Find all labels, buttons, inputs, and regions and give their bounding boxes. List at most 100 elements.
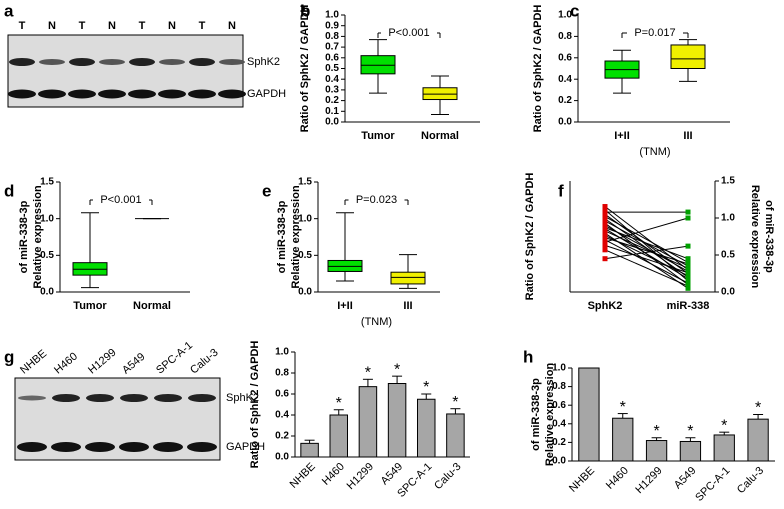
y-tick-label: 0.4 bbox=[275, 410, 289, 421]
x-tick-label: III bbox=[403, 300, 412, 312]
x-tick-label: A549 bbox=[379, 461, 406, 488]
annotation: P<0.001 bbox=[100, 194, 141, 206]
bar bbox=[446, 413, 465, 458]
significance: * bbox=[423, 379, 429, 396]
significance: * bbox=[653, 423, 659, 440]
y-tick-label: 0.8 bbox=[558, 31, 572, 42]
panel-label: f bbox=[558, 181, 564, 200]
x-tick-label: I+II bbox=[614, 130, 630, 142]
bar bbox=[387, 383, 407, 458]
lane-label: Calu-3 bbox=[188, 347, 221, 377]
point bbox=[685, 273, 691, 279]
panel-label: b bbox=[300, 1, 310, 20]
bar bbox=[679, 440, 702, 462]
pair-line bbox=[604, 245, 689, 260]
y-tick-label: 0.5 bbox=[40, 250, 54, 261]
y-tick-label: 0.4 bbox=[558, 74, 572, 85]
pair-line bbox=[604, 216, 689, 263]
lane-label: N bbox=[168, 20, 176, 32]
y-tick-label: 1.5 bbox=[298, 177, 312, 188]
point bbox=[685, 209, 691, 215]
y-tick-label: 0.0 bbox=[552, 456, 566, 467]
significance: * bbox=[687, 423, 693, 440]
y-tick-label: 1.0 bbox=[552, 363, 566, 374]
band bbox=[98, 89, 126, 99]
point bbox=[602, 247, 608, 253]
band bbox=[153, 442, 183, 452]
band bbox=[154, 394, 182, 402]
point bbox=[602, 242, 608, 248]
axis-title: Ratio of SphK2 / GAPDH bbox=[532, 5, 544, 133]
pair-line bbox=[604, 239, 689, 284]
band bbox=[68, 89, 96, 99]
y-tick-label: 0.0 bbox=[275, 452, 289, 463]
pair-line bbox=[604, 249, 689, 287]
annotation: P=0.023 bbox=[356, 194, 397, 206]
band bbox=[158, 89, 186, 99]
band-label: GAPDH bbox=[247, 88, 286, 100]
band bbox=[129, 58, 155, 66]
lane-label: NHBE bbox=[18, 348, 49, 377]
point bbox=[685, 243, 691, 249]
point bbox=[685, 265, 691, 271]
significance: * bbox=[721, 417, 727, 434]
pair-line bbox=[604, 227, 689, 260]
pair-line bbox=[604, 230, 689, 269]
y-tick-label: 1.0 bbox=[325, 10, 339, 21]
band bbox=[188, 394, 216, 402]
y-tick-label: 0.4 bbox=[552, 418, 566, 429]
point bbox=[685, 215, 691, 221]
significance: * bbox=[336, 395, 342, 412]
axis-title: (TNM) bbox=[361, 316, 392, 328]
band bbox=[189, 58, 215, 66]
band bbox=[219, 59, 245, 65]
y-tick-label: 0.4 bbox=[325, 74, 339, 85]
lane-label: N bbox=[108, 20, 116, 32]
panel-label: e bbox=[262, 181, 271, 200]
pair-line bbox=[604, 244, 689, 274]
point bbox=[685, 270, 691, 276]
x-tick-label: Tumor bbox=[361, 130, 395, 142]
y-tick-label: 0.5 bbox=[325, 63, 339, 74]
y-tick-label: 1.0 bbox=[275, 347, 289, 358]
x-tick-label: SphK2 bbox=[588, 300, 623, 312]
x-tick-label: A549 bbox=[672, 465, 699, 492]
y-tick-label: 0.6 bbox=[325, 52, 339, 63]
lane-label: T bbox=[79, 20, 86, 32]
band bbox=[9, 58, 35, 66]
x-tick-label: NHBE bbox=[288, 461, 318, 491]
panel-label: h bbox=[523, 347, 533, 366]
y-tick-label: 0.6 bbox=[275, 389, 289, 400]
y2-tick-label: 1.0 bbox=[721, 213, 735, 224]
point bbox=[685, 261, 691, 267]
axis-title: of miR-338-3p bbox=[530, 378, 542, 451]
lane-label: A549 bbox=[120, 351, 147, 377]
lane-label: T bbox=[199, 20, 206, 32]
pair-line bbox=[604, 217, 689, 243]
band bbox=[18, 395, 46, 401]
bar bbox=[578, 367, 600, 462]
band bbox=[218, 89, 246, 99]
lane-label: T bbox=[19, 20, 26, 32]
band bbox=[17, 442, 47, 452]
box bbox=[670, 44, 706, 69]
axis-title: Relative expression bbox=[32, 185, 44, 289]
y-tick-label: 0.7 bbox=[325, 42, 339, 53]
band bbox=[39, 59, 65, 65]
axis-title: of miR-338-3p bbox=[18, 200, 30, 273]
y-tick-label: 0.0 bbox=[558, 117, 572, 128]
band bbox=[85, 442, 115, 452]
x-tick-label: Calu-3 bbox=[735, 465, 766, 496]
significance: * bbox=[620, 399, 626, 416]
box bbox=[422, 87, 458, 101]
bar bbox=[300, 442, 319, 458]
lane-label: T bbox=[139, 20, 146, 32]
lane-label: SPC-A-1 bbox=[154, 339, 195, 376]
y-tick-label: 0.0 bbox=[298, 287, 312, 298]
axis-title: Ratio of SphK2 / GAPDH bbox=[299, 5, 311, 133]
band bbox=[159, 59, 185, 65]
axis-title: Relative expression bbox=[749, 185, 761, 289]
y-tick-label: 0.3 bbox=[325, 85, 339, 96]
lane-label: N bbox=[48, 20, 56, 32]
